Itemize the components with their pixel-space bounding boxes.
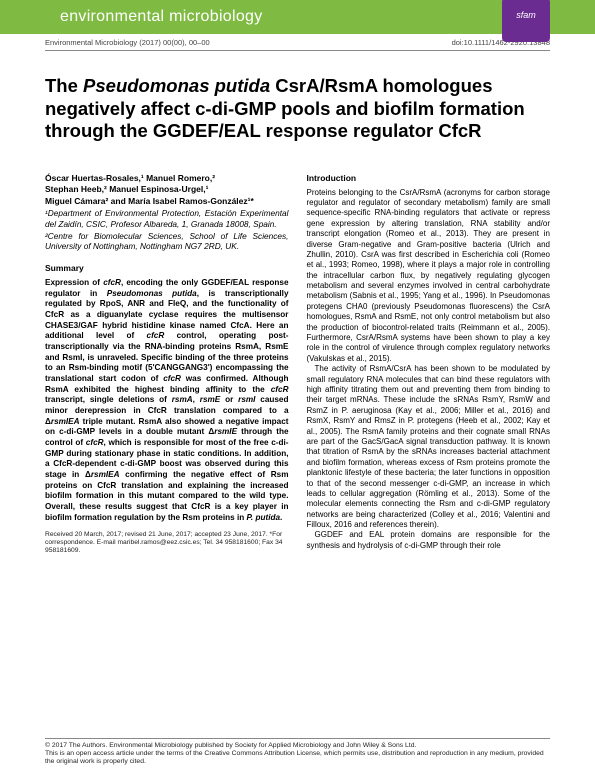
title-block: The Pseudomonas putida CsrA/RsmA homolog… bbox=[45, 75, 550, 143]
article-title: The Pseudomonas putida CsrA/RsmA homolog… bbox=[45, 75, 550, 143]
author-line: Miguel Cámara² and María Isabel Ramos-Go… bbox=[45, 196, 289, 207]
authors: Óscar Huertas-Rosales,¹ Manuel Romero,² … bbox=[45, 173, 289, 207]
footer-line: This is an open access article under the… bbox=[45, 750, 550, 766]
page-footer: © 2017 The Authors. Environmental Microb… bbox=[45, 738, 550, 766]
received-footnote: Received 20 March, 2017; revised 21 June… bbox=[45, 531, 289, 555]
introduction-heading: Introduction bbox=[307, 173, 551, 184]
meta-rule bbox=[45, 50, 550, 51]
affiliation: ²Centre for Biomolecular Sciences, Schoo… bbox=[45, 231, 289, 253]
affiliation: ¹Department of Environmental Protection,… bbox=[45, 208, 289, 230]
introduction-body: Proteins belonging to the CsrA/RsmA (acr… bbox=[307, 188, 551, 552]
author-line: Óscar Huertas-Rosales,¹ Manuel Romero,² bbox=[45, 173, 289, 184]
intro-paragraph: GGDEF and EAL protein domains are respon… bbox=[307, 530, 551, 551]
citation: Environmental Microbiology (2017) 00(00)… bbox=[45, 38, 210, 47]
summary-heading: Summary bbox=[45, 263, 289, 274]
left-column: Óscar Huertas-Rosales,¹ Manuel Romero,² … bbox=[45, 173, 289, 556]
sfam-badge: sfam bbox=[502, 0, 550, 42]
footer-line: © 2017 The Authors. Environmental Microb… bbox=[45, 742, 550, 750]
summary-body: Expression of cfcR, encoding the only GG… bbox=[45, 278, 289, 523]
intro-paragraph: Proteins belonging to the CsrA/RsmA (acr… bbox=[307, 188, 551, 365]
journal-banner: environmental microbiology sfam bbox=[0, 0, 595, 34]
right-column: Introduction Proteins belonging to the C… bbox=[307, 173, 551, 556]
author-line: Stephan Heeb,² Manuel Espinosa-Urgel,¹ bbox=[45, 184, 289, 195]
intro-paragraph: The activity of RsmA/CsrA has been shown… bbox=[307, 364, 551, 530]
